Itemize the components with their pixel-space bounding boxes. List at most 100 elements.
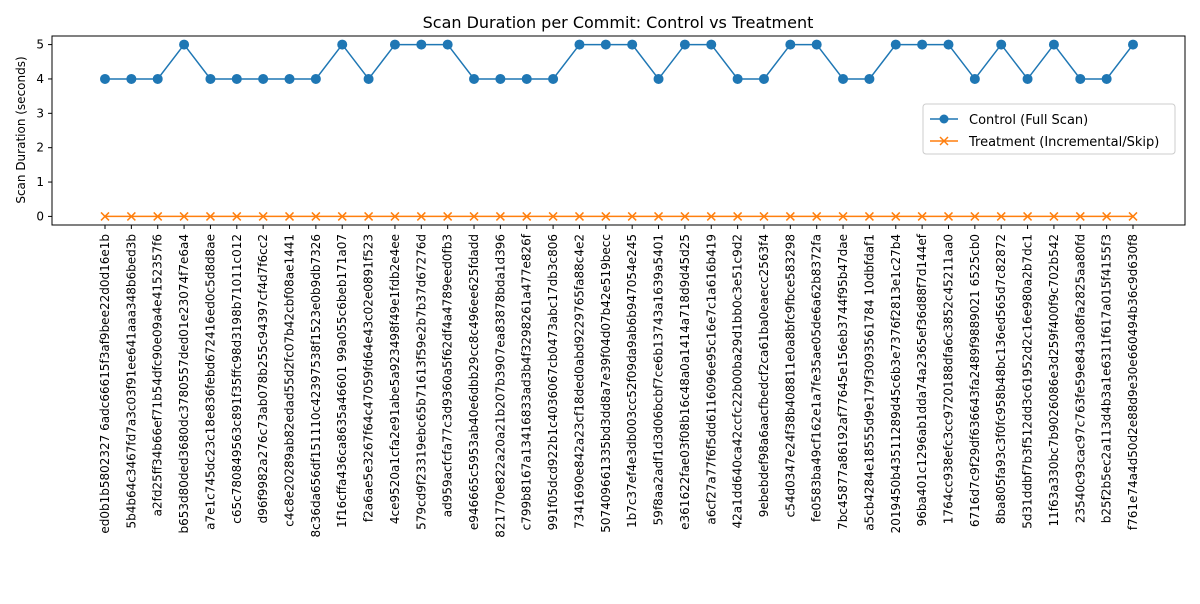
data-point-control: [337, 39, 348, 50]
data-point-control: [785, 39, 796, 50]
data-point-treatment: [891, 211, 901, 221]
data-point-treatment: [943, 211, 954, 221]
legend: Control (Full Scan) Treatment (Incrementa…: [922, 103, 1176, 155]
x-marker-stroke: [390, 211, 400, 221]
x-marker-stroke: [179, 211, 189, 221]
data-point-treatment: [232, 211, 242, 221]
x-marker-stroke: [601, 211, 611, 221]
chart-title: Scan Duration per Commit: Control vs Tre…: [423, 13, 814, 32]
legend-box: [922, 103, 1176, 155]
data-point-control: [600, 39, 611, 50]
data-point-control: [1022, 73, 1033, 84]
x-marker-stroke: [917, 211, 927, 221]
data-point-control: [389, 39, 400, 50]
data-point-treatment: [390, 211, 400, 221]
legend-label-1: Treatment (Incremental/Skip): [968, 135, 1159, 150]
legend-marker-1: [939, 136, 949, 146]
x-tick-label: d96f9982a276c73ab078b255c94397cf4d7f6cc2: [256, 234, 270, 523]
data-point-treatment: [179, 211, 189, 221]
data-point-treatment: [153, 211, 163, 221]
data-point-control: [469, 73, 480, 84]
data-point-control: [838, 73, 849, 84]
x-marker-stroke: [1128, 211, 1138, 221]
data-point-treatment: [785, 211, 795, 221]
x-tick-label: c54d0347e24f38b408811e0a8bfc9fbce583298: [783, 234, 797, 517]
plot-area-frame: [51, 35, 1186, 226]
data-point-treatment: [100, 211, 110, 221]
data-point-control: [969, 73, 980, 84]
data-point-control: [943, 39, 954, 50]
x-marker-stroke: [364, 211, 374, 221]
x-marker-stroke: [153, 211, 163, 221]
x-tick-label: 96ba401c1296ab1dda74a2365ef36d88f7d144ef: [915, 233, 929, 526]
x-marker-stroke: [864, 211, 874, 221]
x-marker-stroke: [495, 211, 505, 221]
x-marker-stroke: [574, 211, 584, 221]
x-tick-label: 7341690e842a23cf18ded0abd9229765fa88c4e2: [572, 234, 586, 529]
data-point-treatment: [548, 211, 558, 221]
data-point-control: [363, 73, 374, 84]
data-point-treatment: [416, 211, 426, 221]
data-point-treatment: [364, 211, 374, 221]
x-tick-label: c65c780849563c891f35ffc98d3198b71011c012: [230, 234, 244, 524]
data-point-treatment: [996, 211, 1006, 221]
data-point-control: [996, 39, 1007, 50]
data-point-control: [890, 39, 901, 50]
x-tick-label: 7bc45877a86192af77645e156eb3744f95b47dae: [836, 234, 850, 530]
x-tick-label: 42a1dd640ca42ccfc22b00ba29d1bb0c3e51c9d2: [731, 234, 745, 529]
data-point-control: [126, 73, 137, 84]
data-point-control: [521, 73, 532, 84]
data-point-control: [258, 73, 269, 84]
data-point-treatment: [1102, 211, 1112, 221]
data-point-treatment: [258, 211, 268, 221]
y-tick-label: 2: [36, 141, 44, 155]
data-point-treatment: [1075, 211, 1085, 221]
x-marker-stroke: [706, 211, 716, 221]
y-tick-label: 5: [36, 38, 44, 52]
x-marker-stroke: [100, 211, 110, 221]
x-marker-stroke: [443, 211, 453, 221]
x-marker-stroke: [548, 211, 558, 221]
data-point-treatment: [706, 211, 716, 221]
data-point-treatment: [627, 211, 637, 221]
data-point-control: [574, 39, 585, 50]
series-layer: [100, 39, 1138, 221]
data-point-control: [1101, 73, 1112, 84]
data-point-control: [758, 73, 769, 84]
x-tick-label: 11f63a330bc7b9026086e3d259f400f9c702b542: [1047, 234, 1061, 526]
data-point-control: [416, 39, 427, 50]
x-tick-label: 821770e822a20a21b207b3907ea83878bda1d396: [493, 234, 507, 538]
x-tick-label: ed0b1b5802327 6adc66615f3af9bee22d0d16e1…: [98, 234, 112, 534]
data-point-control: [917, 39, 928, 50]
x-tick-label: 5b4b64c3467fd7a3c03f91ee641aaa348b6bed3b: [124, 234, 138, 529]
x-tick-label: 4ce9520a1cfa2e91abe5a923498f49e1fdb2e4ee: [388, 234, 402, 524]
data-point-control: [100, 73, 110, 84]
x-marker-stroke: [126, 211, 136, 221]
x-marker-stroke: [1102, 211, 1112, 221]
data-point-treatment: [601, 211, 611, 221]
data-point-control: [864, 73, 875, 84]
x-marker-stroke: [996, 211, 1006, 221]
data-point-control: [205, 73, 216, 84]
x-marker-stroke: [469, 211, 479, 221]
data-point-control: [310, 73, 321, 84]
y-tick-label: 3: [36, 106, 44, 120]
x-tick-label: b653d80ded3680dc3780557ded01e23074f7e6a4: [177, 234, 191, 534]
y-tick-label: 0: [36, 209, 44, 223]
x-marker-stroke: [1023, 211, 1033, 221]
x-marker-stroke: [627, 211, 637, 221]
y-axis-label: Scan Duration (seconds): [14, 56, 28, 203]
x-tick-label: 2019450b43511289d45c6b3e7376f2813e1c27b4: [889, 234, 903, 533]
x-axis: ed0b1b5802327 6adc66615f3af9bee22d0d16e1…: [98, 225, 1140, 538]
x-tick-label: ad959acfcfa77c3d9360a5f62df4a4789eed0fb3: [441, 234, 455, 517]
x-tick-label: c799b8167a13416833ad3b4f3298261a477e826f: [520, 233, 534, 530]
y-tick-label: 1: [36, 175, 44, 189]
data-point-treatment: [311, 211, 321, 221]
data-point-treatment: [970, 211, 980, 221]
x-marker-stroke: [812, 211, 822, 221]
x-tick-label: e361622fae03f08b16c48a0a1414a718d9d45d25: [678, 234, 692, 530]
data-point-control: [152, 73, 163, 84]
x-marker-stroke: [759, 211, 769, 221]
